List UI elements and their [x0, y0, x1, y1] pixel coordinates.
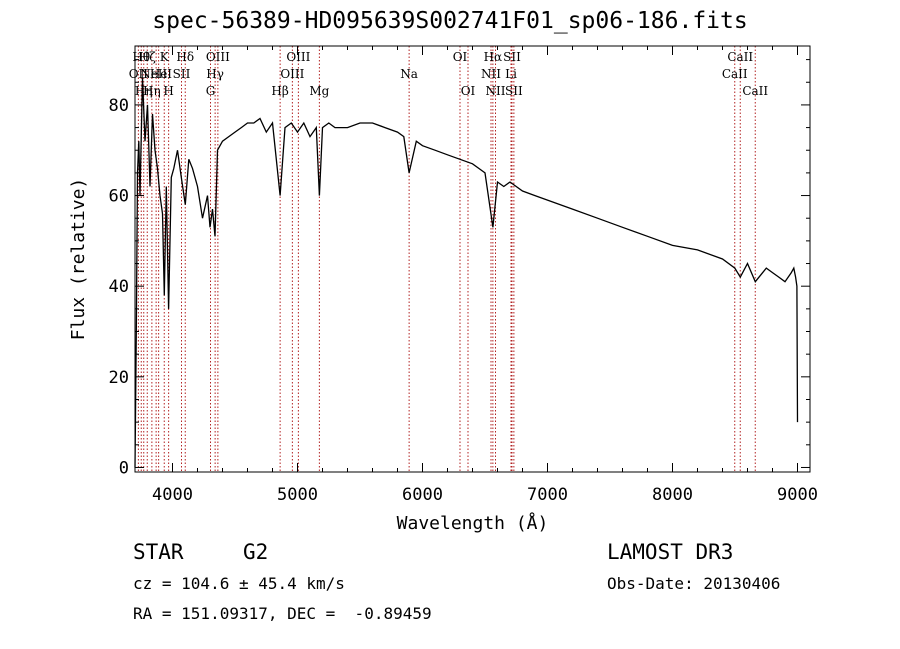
spectral-line-labels: OIIHθHηHζHηNeIIIHeKHSIIHδGHγOIIIHβOIIIOI… [129, 50, 769, 98]
plot-frame [134, 45, 811, 473]
spectral-line-label: OII [129, 67, 149, 81]
spectrum-series [134, 77, 799, 468]
y-tick-label: 60 [109, 187, 129, 207]
spectral-line-label: CaII [742, 84, 768, 98]
spectral-line-label: Hα [484, 50, 503, 64]
spectral-line-label: OI [453, 50, 468, 64]
x-tick-label: 5000 [277, 485, 318, 505]
spectral-line-label: Hζ [139, 50, 156, 64]
spectral-line-label: G [206, 84, 216, 98]
x-axis-label: Wavelength (Å) [397, 512, 549, 534]
spectral-line-label: NII [481, 67, 501, 81]
redshift-text: cz = 104.6 ± 45.4 km/s [133, 574, 345, 593]
plot-axes: 4000 5000 6000 7000 8000 9000 0 20 40 60 80 [109, 45, 818, 505]
spectral-line-label: CaII [727, 50, 753, 64]
spectral-line-label: Na [400, 67, 418, 81]
spectral-line-label: Hη [143, 84, 161, 98]
y-tick-label: 40 [109, 277, 129, 297]
spectral-line-markers [137, 46, 756, 472]
spectral-line-label: SII [503, 50, 521, 64]
x-tick-label: 9000 [777, 485, 818, 505]
coordinates-text: RA = 151.09317, DEC = -0.89459 [133, 604, 432, 623]
spectral-line-label: K [160, 50, 170, 64]
spectral-line-label: OI [461, 84, 476, 98]
spectral-line-label: Hη [135, 84, 153, 98]
spectral-line-label: OIII [206, 50, 230, 64]
spectral-line-label: Hγ [206, 67, 224, 81]
y-tick-label: 20 [109, 368, 129, 388]
spectral-line-label: H [163, 84, 173, 98]
object-subclass: G2 [243, 540, 269, 564]
spectrum-line [134, 77, 799, 468]
spectral-line-label: NII [486, 84, 506, 98]
spectral-line-label: SII [505, 84, 523, 98]
y-tick-label: 80 [109, 96, 129, 116]
x-tick-label: 7000 [527, 485, 568, 505]
x-tick-label: 6000 [402, 485, 443, 505]
spectral-line-label: CaII [722, 67, 748, 81]
y-axis-label: Flux (relative) [68, 178, 89, 341]
survey-name: LAMOST DR3 [607, 540, 734, 564]
spectral-line-label: Hθ [132, 50, 150, 64]
spectral-line-label: He [150, 67, 168, 81]
obs-date-text: Obs-Date: 20130406 [607, 574, 781, 593]
object-class: STAR [133, 540, 184, 564]
spectral-line-label: Mg [309, 84, 329, 98]
spectral-line-label: Hβ [271, 84, 288, 98]
spectral-line-label: OIII [286, 50, 310, 64]
spectral-line-label: Hδ [176, 50, 194, 64]
chart-title: spec-56389-HD095639S002741F01_sp06-186.f… [152, 8, 748, 34]
x-tick-label: 4000 [152, 485, 193, 505]
spectral-line-label: NeIII [140, 67, 172, 81]
spectral-line-label: Li [505, 67, 517, 81]
spectral-line-label: SII [173, 67, 191, 81]
x-tick-label: 8000 [652, 485, 693, 505]
y-tick-label: 0 [119, 458, 129, 478]
spectral-line-label: OIII [280, 67, 304, 81]
